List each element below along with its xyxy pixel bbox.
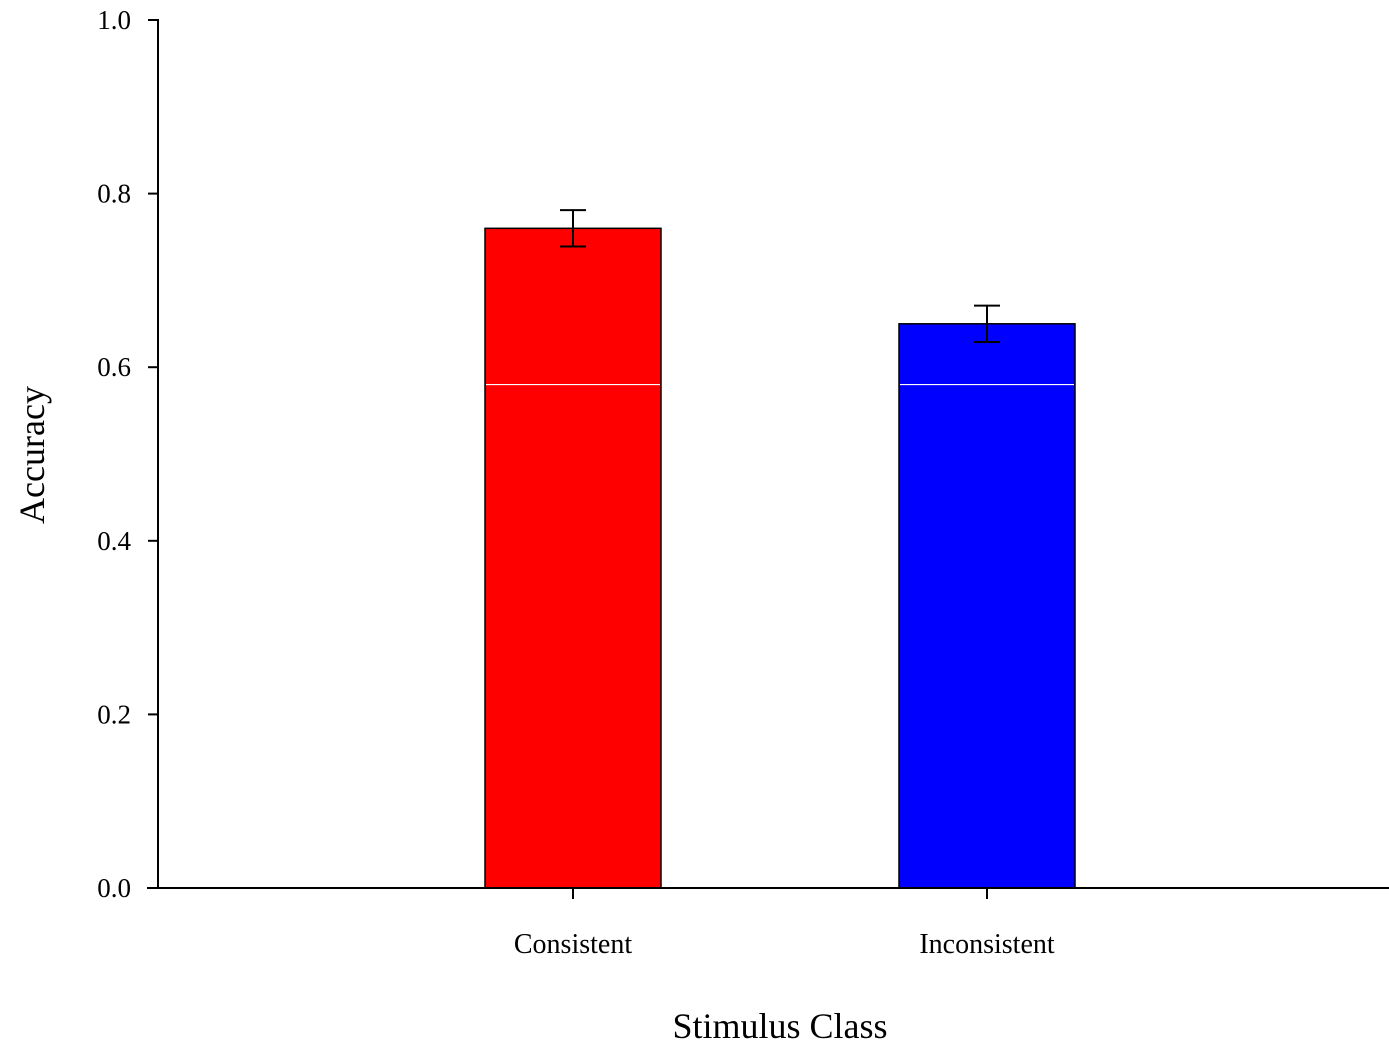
y-tick-label: 0.6 xyxy=(97,352,131,382)
y-tick-label: 0.8 xyxy=(97,179,131,209)
y-axis-ticks: 0.0 0.2 0.4 0.6 0.8 1.0 xyxy=(97,5,158,903)
y-tick-label: 0.2 xyxy=(97,699,131,729)
x-axis-label: Stimulus Class xyxy=(672,1006,887,1046)
x-tick-label: Inconsistent xyxy=(919,929,1055,960)
bar-inconsistent xyxy=(898,323,1076,889)
bars xyxy=(484,227,1076,889)
y-tick-label: 1.0 xyxy=(97,5,131,35)
bar-consistent xyxy=(484,227,662,889)
y-tick-label: 0.0 xyxy=(97,873,131,903)
x-axis-ticks: Consistent Inconsistent xyxy=(514,888,1055,960)
y-axis-label: Accuracy xyxy=(12,386,52,524)
x-tick-label: Consistent xyxy=(514,929,632,960)
y-tick-label: 0.4 xyxy=(97,526,131,556)
error-bars xyxy=(560,209,1000,344)
